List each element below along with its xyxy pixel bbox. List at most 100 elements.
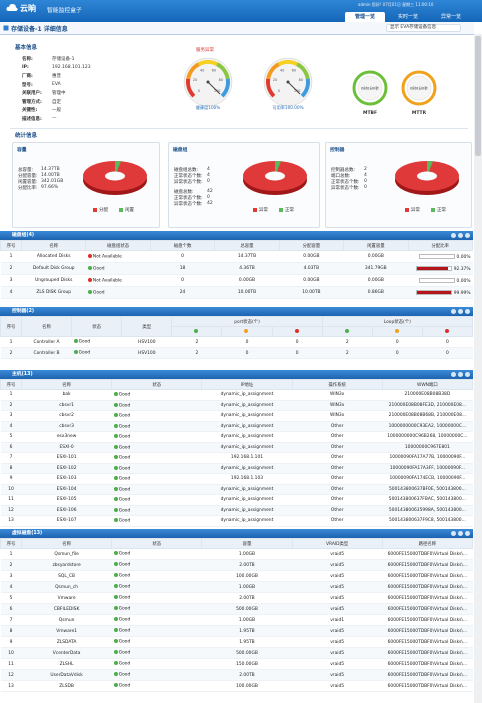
table-cell: 6000FE15000TDBF0\Virtual Disks\... — [382, 669, 473, 681]
ok-icon — [113, 518, 118, 522]
panel-tool[interactable] — [451, 372, 456, 377]
panel-tool[interactable] — [465, 372, 470, 377]
panel-tool[interactable] — [451, 309, 456, 314]
stat-label: 异常状态个数: — [174, 202, 203, 207]
panel-tool[interactable] — [451, 531, 456, 536]
panel-tool[interactable] — [465, 233, 470, 238]
table-row[interactable]: 2 zbsyardstore Good 2.00TB vraid5 6000FE15000… — [0, 559, 473, 571]
ok-icon — [87, 289, 92, 294]
table-cell: Good — [111, 603, 202, 615]
panel-tool[interactable] — [458, 309, 463, 314]
column-header: 容量 — [201, 538, 293, 549]
column-header: 类型 — [121, 316, 173, 337]
ok-icon — [73, 339, 78, 344]
page-title: 存储设备-1 详细信息 — [11, 26, 68, 33]
table-row[interactable]: 8 ESXI-102 Good dynamic_ip_assignment Other 1… — [0, 463, 473, 474]
panel-title: 磁盘组(4) — [12, 233, 35, 238]
panel-tool[interactable] — [458, 531, 463, 536]
ok-icon — [113, 650, 118, 655]
table-row[interactable]: 13 ESXI-107 Good dynamic_ip_assignment Other… — [0, 515, 473, 527]
stat-value: 42 — [207, 201, 213, 206]
table-cell: Other — [292, 421, 383, 432]
tab[interactable]: 实时一览 — [397, 14, 418, 20]
gauge-arc — [300, 78, 310, 98]
device-selector[interactable]: 显示 EVA存储设备信息 — [386, 24, 461, 32]
table-row[interactable]: 2 Default Disk Group Good 18 4.36TB 4.03TB 341… — [0, 262, 473, 275]
table-row[interactable]: 12 UserDataVdisk Good 2.00TB vraid5 6000FE150… — [0, 669, 473, 681]
table-cell: CBFILEDISK — [21, 603, 112, 615]
table-row[interactable]: 13 ZLSDB Good 100.00GB vraid5 6000FE15000TDBF… — [0, 680, 473, 692]
gauge-tick-label: 20 — [273, 78, 277, 82]
table-row[interactable]: 8 Vmware1 Good 1.95TB vraid5 6000FE15000TDBF0… — [0, 625, 473, 637]
table-cell: 100.00GB — [201, 680, 293, 692]
header-row: 序号 名称 状态 IP地址 操作系统 WWN端口 — [0, 379, 473, 390]
panel-tool[interactable] — [458, 372, 463, 377]
table-cell: vraid5 — [292, 559, 383, 571]
stat-label: 正常状态个数: — [174, 174, 203, 179]
scrollbar[interactable] — [474, 34, 482, 703]
field-label: IP: — [22, 64, 29, 70]
table-row[interactable]: 1 Controller A Good HSV100 2 0 0 2 0 0 — [0, 336, 473, 348]
table-cell: Good — [111, 442, 202, 453]
panel-title: 控制器(2) — [12, 309, 35, 314]
table-row[interactable]: 12 ESXI-106 Good dynamic_ip_assignment Other… — [0, 505, 473, 516]
table-row[interactable]: 11 ZLSHL Good 150.00GB vraid5 6000FE15000TDBF… — [0, 658, 473, 670]
table-cell: 1 — [0, 548, 22, 560]
table-cell: 6 — [0, 603, 22, 615]
table-cell: Good — [71, 336, 122, 348]
scroll-thumb[interactable] — [475, 36, 481, 156]
state-icon — [194, 328, 199, 333]
state-icon-header — [371, 326, 423, 337]
pie — [395, 160, 459, 195]
status-text: Good — [118, 584, 131, 590]
status-text: Good — [118, 595, 131, 601]
table-row[interactable]: 6 ESXI-0 Good dynamic_ip_assignment Other 100… — [0, 442, 473, 453]
stat-value: 4 — [207, 173, 210, 178]
table-row[interactable]: 2 Controller B Good HSV100 2 0 0 2 0 0 — [0, 347, 473, 359]
table-row[interactable]: 7 Qsmun Good 1.00GB vraid1 6000FE15000TDBF0\V… — [0, 614, 473, 626]
tab[interactable]: 管理一览 — [345, 12, 385, 22]
table-row[interactable]: 4 Qsmun_ch Good 1.00GB vraid5 6000FE15000TDBF… — [0, 581, 473, 593]
table-row[interactable]: 6 CBFILEDISK Good 500.00GB vraid5 6000FE15000… — [0, 603, 473, 615]
status-text: Good — [118, 434, 131, 440]
table-row[interactable]: 9 ESXI-103 Good 192.168.1.103 Other 10000090F… — [0, 473, 473, 485]
table-row[interactable]: 7 ESXI-101 Good 192.168.1.101 Other 10000090F… — [0, 452, 473, 464]
table-row[interactable]: 1 Qsmun_file Good 1.00GB vraid5 6000FE15000TD… — [0, 548, 473, 560]
panel-tool[interactable] — [465, 531, 470, 536]
panel-tool[interactable] — [465, 309, 470, 314]
table-cell: 1.95TB — [201, 636, 293, 648]
gauge-hub — [286, 80, 290, 84]
table-cell: esx3new — [21, 431, 112, 443]
gauge-arc — [186, 78, 196, 98]
panel-tool[interactable] — [451, 233, 456, 238]
table-row[interactable]: 11 ESXI-105 Good dynamic_ip_assignment Other… — [0, 494, 473, 506]
table-row[interactable]: 3 SQL_CB Good 100.00GB vraid5 6000FE15000TDBF… — [0, 570, 473, 582]
stat-value: 97.66% — [41, 185, 59, 190]
table-row[interactable]: 10 VcenterData Good 500.00GB vraid5 6000FE150… — [0, 647, 473, 659]
tab[interactable]: 异常一览 — [440, 14, 461, 20]
table-row[interactable]: 4 cbsvr3 Good dynamic_ip_assignment Other 100… — [0, 421, 473, 432]
table-cell: Ungrouped Disks — [21, 274, 86, 287]
table-cell: 3 — [0, 274, 22, 287]
table-row[interactable]: 2 cbsvr1 Good dynamic_ip_assignment WIN3x 210… — [0, 400, 473, 411]
ok-icon — [113, 392, 118, 396]
table-row[interactable]: 3 cbsvr2 Good dynamic_ip_assignment WIN3x 210… — [0, 410, 473, 422]
status-text: Good — [118, 508, 131, 513]
table-row[interactable]: 5 Vmware Good 2.00TB vraid5 6000FE15000TDBF0\… — [0, 592, 473, 604]
stat-panel: 控制器 控制器总数: 2 端口总数: 4 正常状态个数: 0 异常状态个数: 0 异常 正常 — [325, 142, 472, 228]
table-row[interactable]: 5 esx3new Good dynamic_ip_assignment Other 10… — [0, 431, 473, 443]
table-row[interactable]: 9 ZLSDATA Good 1.95TB vraid5 6000FE15000TDBF0… — [0, 636, 473, 648]
table-row[interactable]: 1 Allocated Disks Not Available 0 14.37TB 0.0… — [0, 250, 473, 263]
field-value: 惠普 — [52, 74, 61, 79]
table-cell: Good — [111, 559, 202, 571]
table-cell: 2 — [0, 400, 22, 411]
table-row[interactable]: 10 ESXI-104 Good dynamic_ip_assignment Other… — [0, 484, 473, 495]
logo-subtitle: 智能监控盒子 — [47, 8, 82, 14]
table-row[interactable]: 4 ZLS DISK Group Good 24 10.00TB 10.00TB 0.86G… — [0, 286, 473, 299]
table-row[interactable]: 3 Ungrouped Disks Not Available 0 0.00GB 0.00… — [0, 274, 473, 287]
panel-tool[interactable] — [458, 233, 463, 238]
table-row[interactable]: 1 bak Good dynamic_ip_assignment WIN3x 210000… — [0, 389, 473, 401]
table-cell: dynamic_ip_assignment — [201, 442, 293, 453]
table-cell: 10000090FA17A77B, 10000090F... — [382, 452, 473, 464]
data-table: 序号 名称 状态 容量 VRAID类型 路径名称 1 Qsmun_file Good 1.00GB… — [0, 538, 473, 692]
